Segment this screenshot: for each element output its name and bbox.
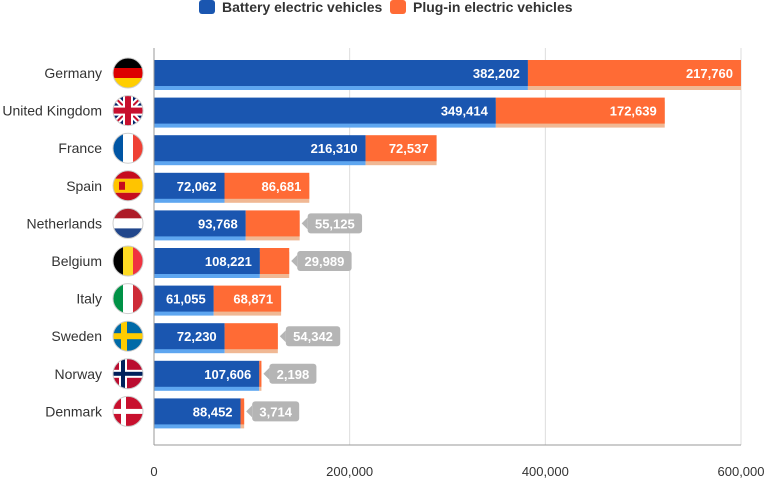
value-label-box: 54,342 <box>279 326 341 347</box>
legend-item-phev[interactable]: Plug-in electric vehicles <box>390 0 573 15</box>
bar-phev-0[interactable] <box>527 60 741 86</box>
category-label: Belgium <box>51 253 102 269</box>
bar-bev-4[interactable] <box>154 210 246 237</box>
bar-bev-2[interactable] <box>154 135 366 162</box>
value-label-box: 2,198 <box>263 363 317 384</box>
bar-bev-9[interactable] <box>154 398 241 425</box>
flag-nl-icon <box>112 207 144 239</box>
flag-dk-icon <box>112 395 144 427</box>
legend-label-bev: Battery electric vehicles <box>222 0 383 15</box>
bar-phev-8[interactable] <box>259 360 262 387</box>
x-tick-label: 0 <box>150 464 157 479</box>
value-label-box: 29,989 <box>291 251 352 271</box>
legend-item-bev[interactable]: Battery electric vehicles <box>199 0 383 15</box>
flag-fr-icon <box>112 132 144 164</box>
bar-bev-8[interactable] <box>154 360 260 387</box>
bar-phev-3[interactable] <box>224 172 310 199</box>
flag-se-icon <box>112 320 144 352</box>
x-tick-label: 400,000 <box>522 464 569 479</box>
category-label: Sweden <box>51 328 102 344</box>
value-label-box: 3,714 <box>246 401 300 422</box>
value-label-bev: 61,055 <box>166 292 206 307</box>
category-label: Spain <box>66 178 102 194</box>
category-label: United Kingdom <box>2 103 102 119</box>
value-label-bev: 382,202 <box>473 66 520 81</box>
value-label-phev: 172,639 <box>610 104 657 119</box>
x-tick-label: 200,000 <box>326 464 373 479</box>
value-label-bev: 72,230 <box>177 329 217 344</box>
value-label-bev: 72,062 <box>177 179 217 194</box>
bar-phev-2[interactable] <box>365 135 437 162</box>
category-label: Norway <box>55 366 102 382</box>
bar-phev-5[interactable] <box>259 248 290 274</box>
value-label-phev: 72,537 <box>389 141 429 156</box>
bar-phev-7[interactable] <box>224 323 278 350</box>
bar-bev-0[interactable] <box>154 60 528 86</box>
bar-bev-3[interactable] <box>154 172 225 199</box>
value-label: 2,198 <box>277 367 310 382</box>
value-label-bev: 88,452 <box>193 404 233 419</box>
bar-bev-7[interactable] <box>154 323 225 350</box>
value-label-bev: 349,414 <box>441 104 489 119</box>
flag-gb-icon <box>112 95 144 127</box>
value-label-phev: 217,760 <box>686 66 733 81</box>
legend: Battery electric vehicles Plug-in electr… <box>199 0 573 15</box>
value-label: 3,714 <box>259 404 292 419</box>
category-label: Netherlands <box>27 215 103 231</box>
value-label: 55,125 <box>315 216 355 231</box>
category-label: Denmark <box>45 403 103 419</box>
category-label: France <box>58 140 102 156</box>
flag-es-icon <box>112 170 144 202</box>
value-label-phev: 86,681 <box>262 179 302 194</box>
bar-phev-1[interactable] <box>495 97 665 124</box>
bar-phev-9[interactable] <box>240 398 245 425</box>
category-label: Germany <box>44 65 102 81</box>
legend-swatch-bev <box>199 0 215 14</box>
bar-bev-1[interactable] <box>154 97 496 124</box>
bar-phev-6[interactable] <box>213 285 282 312</box>
flag-it-icon <box>112 283 144 315</box>
value-label: 29,989 <box>305 254 345 269</box>
value-label: 54,342 <box>293 329 333 344</box>
value-label-box: 55,125 <box>301 213 363 234</box>
bar-bev-6[interactable] <box>154 285 214 312</box>
value-label-bev: 108,221 <box>205 254 252 269</box>
bar-bev-5[interactable] <box>154 248 260 274</box>
legend-swatch-phev <box>390 0 406 14</box>
bar-phev-4[interactable] <box>245 210 300 237</box>
legend-label-phev: Plug-in electric vehicles <box>413 0 573 15</box>
value-label-phev: 68,871 <box>233 292 273 307</box>
value-label-bev: 93,768 <box>198 216 238 231</box>
value-label-bev: 107,606 <box>204 367 251 382</box>
flag-no-icon <box>112 358 144 390</box>
flag-be-icon <box>112 245 144 277</box>
x-tick-label: 600,000 <box>718 464 765 479</box>
flag-de-icon <box>112 57 144 89</box>
category-label: Italy <box>76 291 102 307</box>
value-label-bev: 216,310 <box>311 141 358 156</box>
